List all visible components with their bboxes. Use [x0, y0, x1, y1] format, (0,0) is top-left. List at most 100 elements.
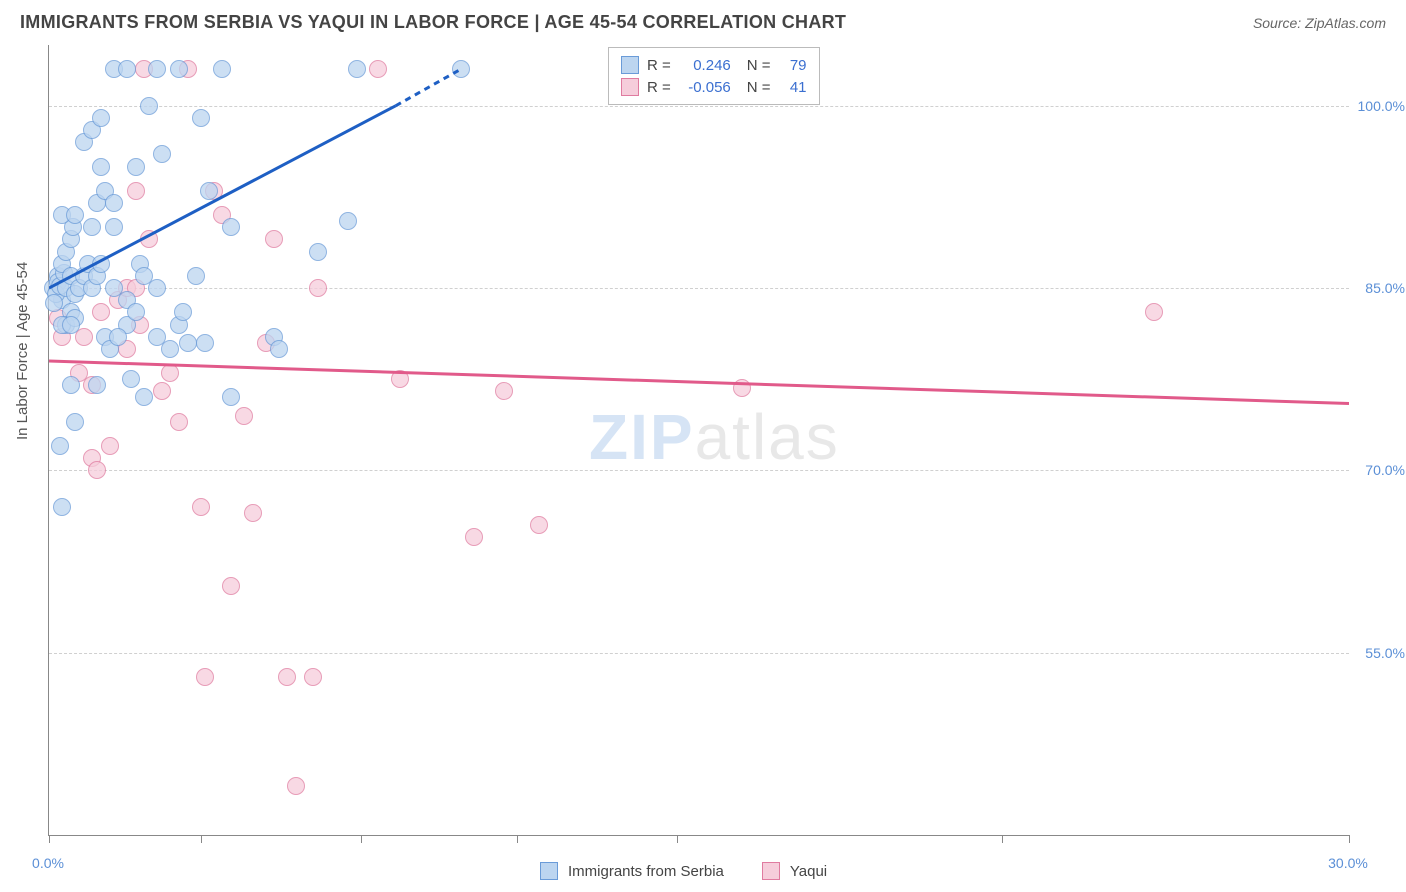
data-point-serbia [222, 388, 240, 406]
watermark-bold: ZIP [589, 401, 695, 473]
data-point-serbia [148, 279, 166, 297]
data-point-serbia [339, 212, 357, 230]
data-point-serbia [92, 158, 110, 176]
data-point-serbia [127, 303, 145, 321]
data-point-serbia [83, 218, 101, 236]
data-point-yaqui [265, 230, 283, 248]
data-point-serbia [92, 109, 110, 127]
data-point-yaqui [304, 668, 322, 686]
legend: Immigrants from Serbia Yaqui [540, 862, 827, 880]
x-tick [361, 835, 362, 843]
data-point-yaqui [391, 370, 409, 388]
x-tick [1002, 835, 1003, 843]
data-point-serbia [66, 206, 84, 224]
data-point-serbia [270, 340, 288, 358]
trend-line [49, 45, 1349, 835]
x-tick-label-max: 30.0% [1328, 855, 1368, 871]
data-point-yaqui [287, 777, 305, 795]
data-point-yaqui [733, 379, 751, 397]
data-point-yaqui [101, 437, 119, 455]
data-point-yaqui [127, 182, 145, 200]
data-point-serbia [309, 243, 327, 261]
data-point-serbia [88, 376, 106, 394]
data-point-serbia [105, 194, 123, 212]
data-point-serbia [153, 145, 171, 163]
gridline [49, 470, 1349, 471]
data-point-serbia [161, 340, 179, 358]
data-point-serbia [187, 267, 205, 285]
data-point-yaqui [92, 303, 110, 321]
y-tick-label: 100.0% [1355, 98, 1405, 114]
watermark-rest: atlas [695, 401, 840, 473]
data-point-yaqui [495, 382, 513, 400]
source-attribution: Source: ZipAtlas.com [1253, 15, 1386, 31]
data-point-yaqui [222, 577, 240, 595]
data-point-serbia [92, 255, 110, 273]
gridline [49, 288, 1349, 289]
x-tick-label-min: 0.0% [32, 855, 64, 871]
data-point-serbia [118, 60, 136, 78]
y-tick-label: 70.0% [1355, 462, 1405, 478]
data-point-serbia [348, 60, 366, 78]
trend-line [49, 45, 1349, 835]
stat-label-n: N = [747, 79, 771, 96]
data-point-yaqui [1145, 303, 1163, 321]
chart-title: IMMIGRANTS FROM SERBIA VS YAQUI IN LABOR… [20, 12, 846, 33]
x-tick [49, 835, 50, 843]
data-point-serbia [53, 498, 71, 516]
data-point-yaqui [278, 668, 296, 686]
data-point-yaqui [140, 230, 158, 248]
correlation-stats-box: R = 0.246 N = 79 R = -0.056 N = 41 [608, 47, 820, 105]
data-point-yaqui [88, 461, 106, 479]
data-point-serbia [66, 413, 84, 431]
legend-label-serbia: Immigrants from Serbia [568, 863, 724, 880]
data-point-serbia [179, 334, 197, 352]
stat-n-yaqui: 41 [779, 79, 807, 96]
stat-label-r: R = [647, 57, 671, 74]
data-point-serbia [135, 388, 153, 406]
data-point-serbia [62, 316, 80, 334]
stat-label-r: R = [647, 79, 671, 96]
scatter-plot-area: ZIPatlas R = 0.246 N = 79 R = -0.056 N =… [48, 45, 1349, 836]
data-point-serbia [192, 109, 210, 127]
data-point-serbia [148, 60, 166, 78]
data-point-serbia [140, 97, 158, 115]
data-point-serbia [105, 218, 123, 236]
data-point-yaqui [465, 528, 483, 546]
stats-row-serbia: R = 0.246 N = 79 [621, 54, 807, 76]
data-point-serbia [170, 60, 188, 78]
x-tick [201, 835, 202, 843]
legend-swatch-serbia [540, 862, 558, 880]
swatch-serbia [621, 56, 639, 74]
data-point-serbia [45, 294, 63, 312]
data-point-yaqui [170, 413, 188, 431]
data-point-yaqui [196, 668, 214, 686]
stat-label-n: N = [747, 57, 771, 74]
y-tick-label: 85.0% [1355, 280, 1405, 296]
data-point-serbia [196, 334, 214, 352]
data-point-serbia [122, 370, 140, 388]
x-tick [517, 835, 518, 843]
data-point-serbia [452, 60, 470, 78]
data-point-yaqui [235, 407, 253, 425]
legend-swatch-yaqui [762, 862, 780, 880]
stat-n-serbia: 79 [779, 57, 807, 74]
legend-label-yaqui: Yaqui [790, 863, 827, 880]
data-point-serbia [174, 303, 192, 321]
data-point-yaqui [369, 60, 387, 78]
stat-r-yaqui: -0.056 [679, 79, 731, 96]
watermark: ZIPatlas [589, 400, 840, 474]
data-point-yaqui [153, 382, 171, 400]
data-point-serbia [109, 328, 127, 346]
gridline [49, 653, 1349, 654]
x-tick [1349, 835, 1350, 843]
data-point-serbia [62, 376, 80, 394]
data-point-serbia [127, 158, 145, 176]
trend-line [49, 45, 1349, 835]
data-point-serbia [200, 182, 218, 200]
data-point-yaqui [244, 504, 262, 522]
data-point-yaqui [161, 364, 179, 382]
swatch-yaqui [621, 78, 639, 96]
x-tick [677, 835, 678, 843]
data-point-serbia [51, 437, 69, 455]
